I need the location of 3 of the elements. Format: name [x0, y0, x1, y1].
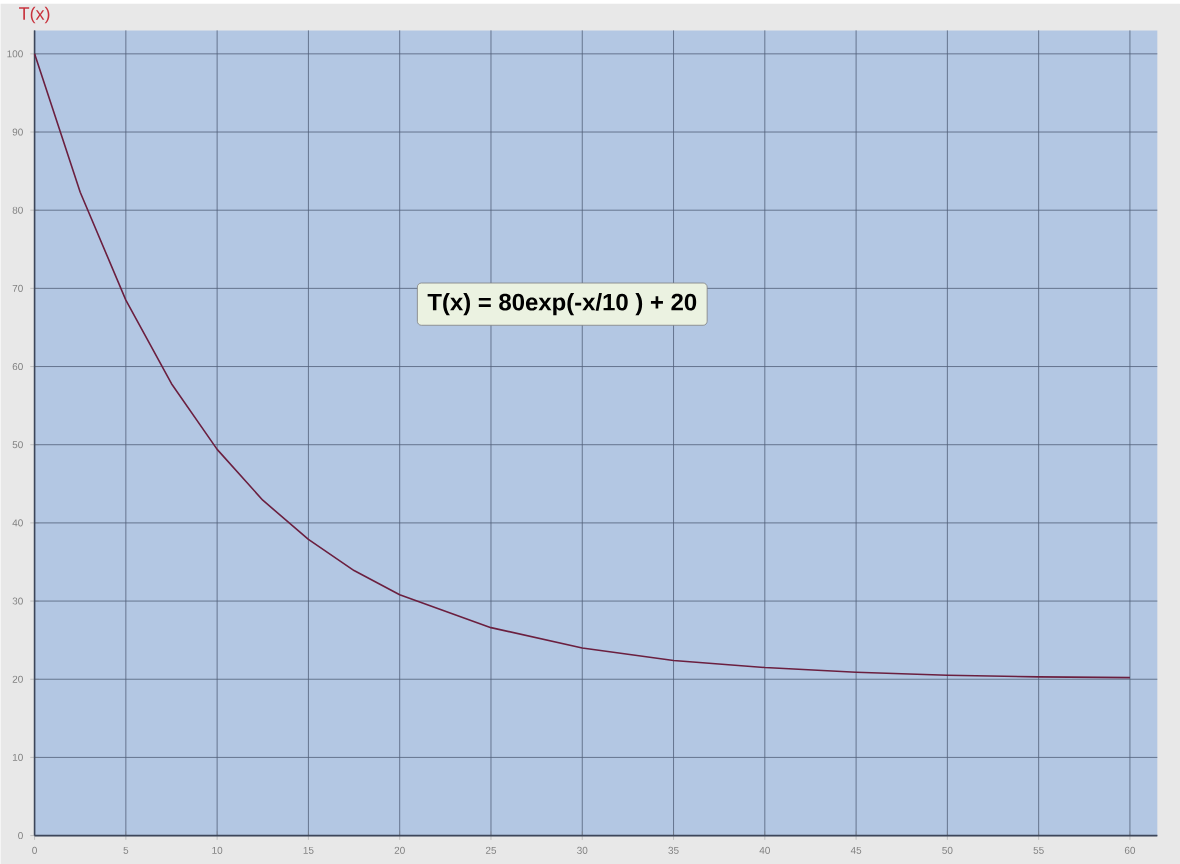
line-series — [33, 53, 1131, 679]
y-axis-title: T(x) — [19, 6, 50, 24]
annotation: T(x) = 80exp(-x/10 ) + 20 — [427, 293, 697, 316]
